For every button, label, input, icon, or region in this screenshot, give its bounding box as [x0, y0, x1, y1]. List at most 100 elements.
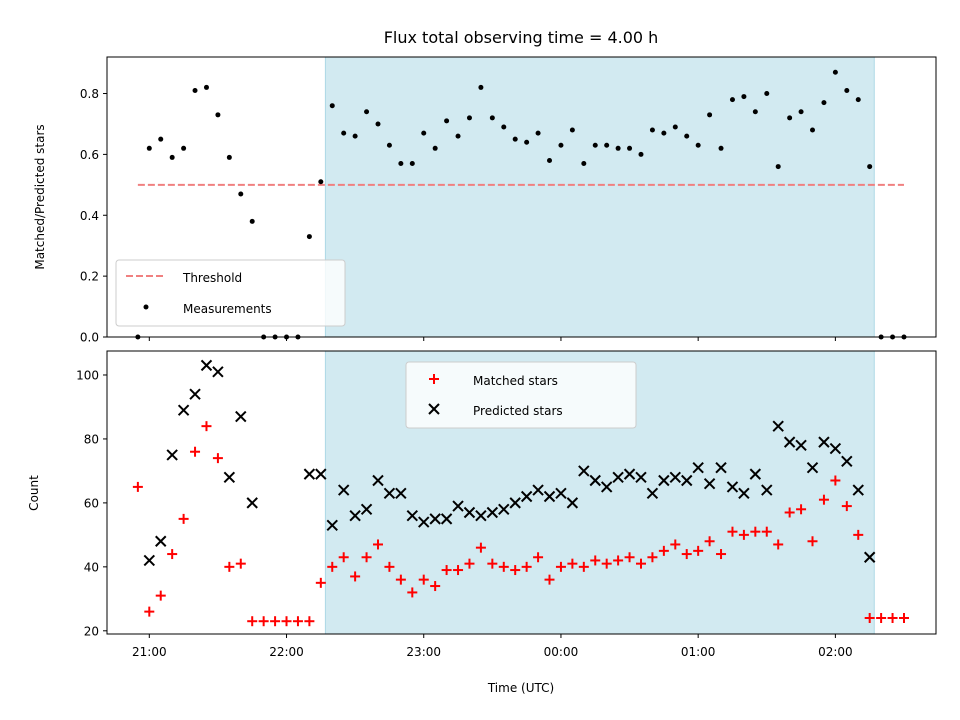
measurement-point	[146, 145, 152, 151]
measurement-point	[855, 97, 861, 103]
ratio-legend-box	[115, 259, 346, 327]
measurement-point	[672, 124, 678, 130]
matched-star-point	[327, 561, 338, 572]
x-tick-label: 22:00	[269, 645, 304, 659]
predicted-star-point	[189, 388, 201, 400]
matched-star-point	[544, 574, 555, 585]
measurement-point	[421, 130, 427, 136]
predicted-star-point	[235, 410, 247, 423]
measurement-point	[661, 130, 667, 136]
matched-star-point	[830, 475, 841, 486]
x-tick-label: 00:00	[544, 645, 579, 659]
measurement-point	[547, 157, 553, 163]
predicted-star-point	[200, 359, 213, 372]
count-legend: Matched stars Predicted stars	[405, 361, 637, 429]
legend-measurements-label: Measurements	[183, 302, 272, 316]
measurement-point	[455, 133, 461, 139]
measurement-point	[581, 161, 587, 167]
legend-threshold-label: Threshold	[182, 271, 242, 285]
measurement-point	[684, 133, 690, 139]
measurement-point	[695, 142, 701, 148]
count-panel: 20 40 60 80 100 21:00 22:00 23:00 00:00 01:00 02:…	[27, 350, 937, 659]
predicted-star-point	[783, 436, 796, 448]
predicted-star-point	[818, 436, 830, 448]
predicted-star-point	[315, 468, 327, 480]
predicted-star-point	[543, 490, 556, 503]
measurement-point	[535, 130, 541, 136]
predicted-star-point	[509, 497, 521, 509]
measurement-point	[489, 115, 495, 121]
measurement-point	[409, 161, 415, 167]
predicted-star-point	[223, 471, 236, 484]
measurement-point	[821, 100, 827, 106]
predicted-star-point	[326, 519, 338, 531]
matched-star-point	[738, 529, 749, 540]
matched-star-point	[372, 539, 383, 550]
matched-star-point	[898, 613, 909, 624]
matched-star-point	[658, 545, 669, 556]
measurement-point	[444, 118, 450, 124]
matched-star-point	[132, 481, 143, 492]
matched-star-point	[407, 587, 418, 598]
measurement-point	[764, 91, 770, 97]
measurement-point	[775, 164, 781, 170]
matched-star-point	[533, 552, 544, 563]
matched-star-point	[693, 545, 704, 556]
measurement-point	[844, 87, 850, 93]
predicted-star-point	[692, 462, 704, 474]
x-axis-label: Time (UTC)	[487, 681, 554, 695]
predicted-star-point	[246, 497, 258, 509]
predicted-star-point	[155, 535, 167, 547]
predicted-star-point	[795, 439, 807, 452]
matched-star-point	[704, 536, 715, 547]
matched-star-point	[887, 613, 898, 624]
matched-star-point	[258, 616, 269, 627]
matched-star-point	[418, 574, 429, 585]
matched-star-point	[430, 581, 441, 592]
ratio-legend: Threshold Measurements	[115, 259, 346, 327]
legend-matched-swatch	[429, 374, 439, 384]
matched-star-point	[441, 565, 452, 576]
predicted-star-point	[589, 474, 601, 487]
measurement-point	[512, 136, 518, 142]
count-y-tick-label: 40	[84, 560, 99, 574]
predicted-star-point	[715, 462, 727, 474]
predicted-star-point	[806, 462, 819, 474]
predicted-star-point	[852, 484, 864, 496]
count-y-tick-label: 20	[84, 624, 99, 638]
matched-star-point	[384, 561, 395, 572]
matched-star-point	[350, 571, 361, 582]
matched-star-point	[590, 555, 601, 566]
measurement-point	[226, 154, 232, 160]
measurement-point	[181, 145, 187, 151]
measurement-point	[741, 94, 747, 100]
matched-star-point	[224, 561, 235, 572]
legend-measurements-swatch	[143, 304, 149, 310]
matched-star-point	[270, 616, 281, 627]
matched-star-point	[807, 536, 818, 547]
matched-star-point	[761, 526, 772, 537]
measurement-point	[215, 112, 221, 118]
measurement-point	[364, 109, 370, 115]
matched-star-point	[395, 574, 406, 585]
predicted-star-point	[600, 481, 613, 493]
ratio-y-tick-label: 0.2	[80, 270, 99, 284]
measurement-point	[158, 136, 164, 142]
measurement-point	[466, 115, 472, 121]
predicted-star-point	[738, 487, 750, 500]
matched-star-point	[864, 613, 875, 624]
matched-star-point	[155, 590, 166, 601]
predicted-star-point	[486, 506, 499, 519]
measurement-point	[867, 164, 873, 170]
matched-star-point	[292, 616, 303, 627]
measurement-point	[524, 139, 530, 145]
matched-star-point	[178, 513, 189, 524]
measurement-point	[318, 179, 324, 185]
matched-star-point	[601, 558, 612, 569]
ratio-panel-frame	[106, 56, 937, 338]
measurement-point	[798, 109, 804, 115]
predicted-star-point	[520, 490, 533, 503]
measurement-point	[169, 154, 175, 160]
ratio-y-axis-label: Matched/Predicted stars	[33, 124, 47, 269]
ratio-y-tick-label: 0.8	[80, 87, 99, 101]
